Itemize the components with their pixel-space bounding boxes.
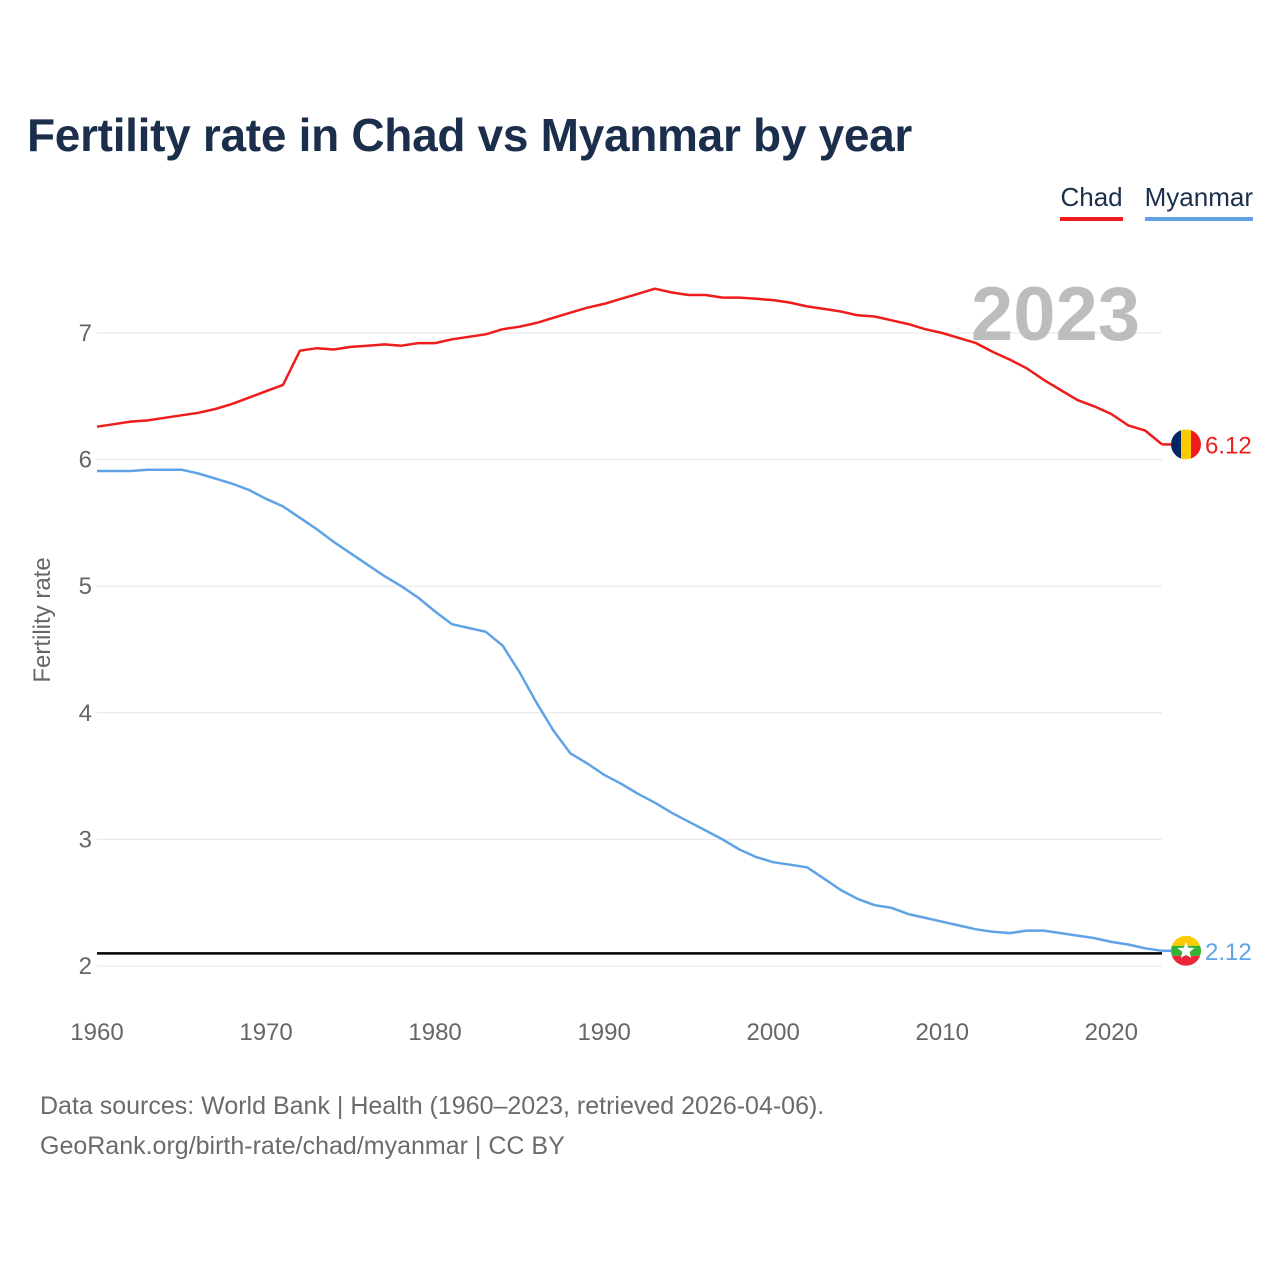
x-tick-label: 1960 (70, 1019, 123, 1046)
end-label-chad: 6.12 (1205, 432, 1252, 459)
data-source-note: Data sources: World Bank | Health (1960–… (40, 1092, 825, 1120)
y-tick-label: 6 (79, 447, 92, 474)
end-label-myanmar: 2.12 (1205, 939, 1252, 966)
series (96, 287, 1163, 953)
y-tick-label: 3 (79, 826, 92, 853)
y-axis-title: Fertility rate (29, 557, 56, 682)
x-tick-label: 1980 (408, 1019, 461, 1046)
x-tick-label: 2000 (746, 1019, 799, 1046)
y-tick-label: 2 (79, 953, 92, 980)
y-tick-label: 7 (79, 320, 92, 347)
footer: Data sources: World Bank | Health (1960–… (40, 1086, 824, 1166)
page-title: Fertility rate in Chad vs Myanmar by yea… (27, 109, 913, 161)
x-tick-label: 1990 (577, 1019, 630, 1046)
legend: Chad Myanmar (1060, 182, 1253, 221)
x-tick-label: 2020 (1085, 1019, 1138, 1046)
x-tick-label: 2010 (916, 1019, 969, 1046)
y-tick-label: 5 (79, 573, 92, 600)
series-line-myanmar (97, 468, 1163, 953)
x-tick-label: 1970 (239, 1019, 292, 1046)
legend-item-chad[interactable]: Chad (1060, 182, 1123, 221)
y-axis-ticks: 2 3 4 5 6 7 (79, 320, 92, 980)
credit-note: GeoRank.org/birth-rate/chad/myanmar | CC… (40, 1132, 565, 1160)
end-markers: 6.12 2.12 (1162, 429, 1252, 966)
chad-flag-icon (1171, 429, 1201, 460)
legend-item-myanmar[interactable]: Myanmar (1144, 182, 1253, 221)
series-line-chad (96, 287, 1163, 446)
y-tick-label: 4 (79, 700, 92, 727)
current-year-watermark: 2023 (971, 272, 1140, 357)
grid-lines (97, 332, 1162, 967)
myanmar-flag-icon (1171, 935, 1201, 966)
x-axis-ticks: 1960 1970 1980 1990 2000 2010 2020 (70, 1019, 1138, 1046)
